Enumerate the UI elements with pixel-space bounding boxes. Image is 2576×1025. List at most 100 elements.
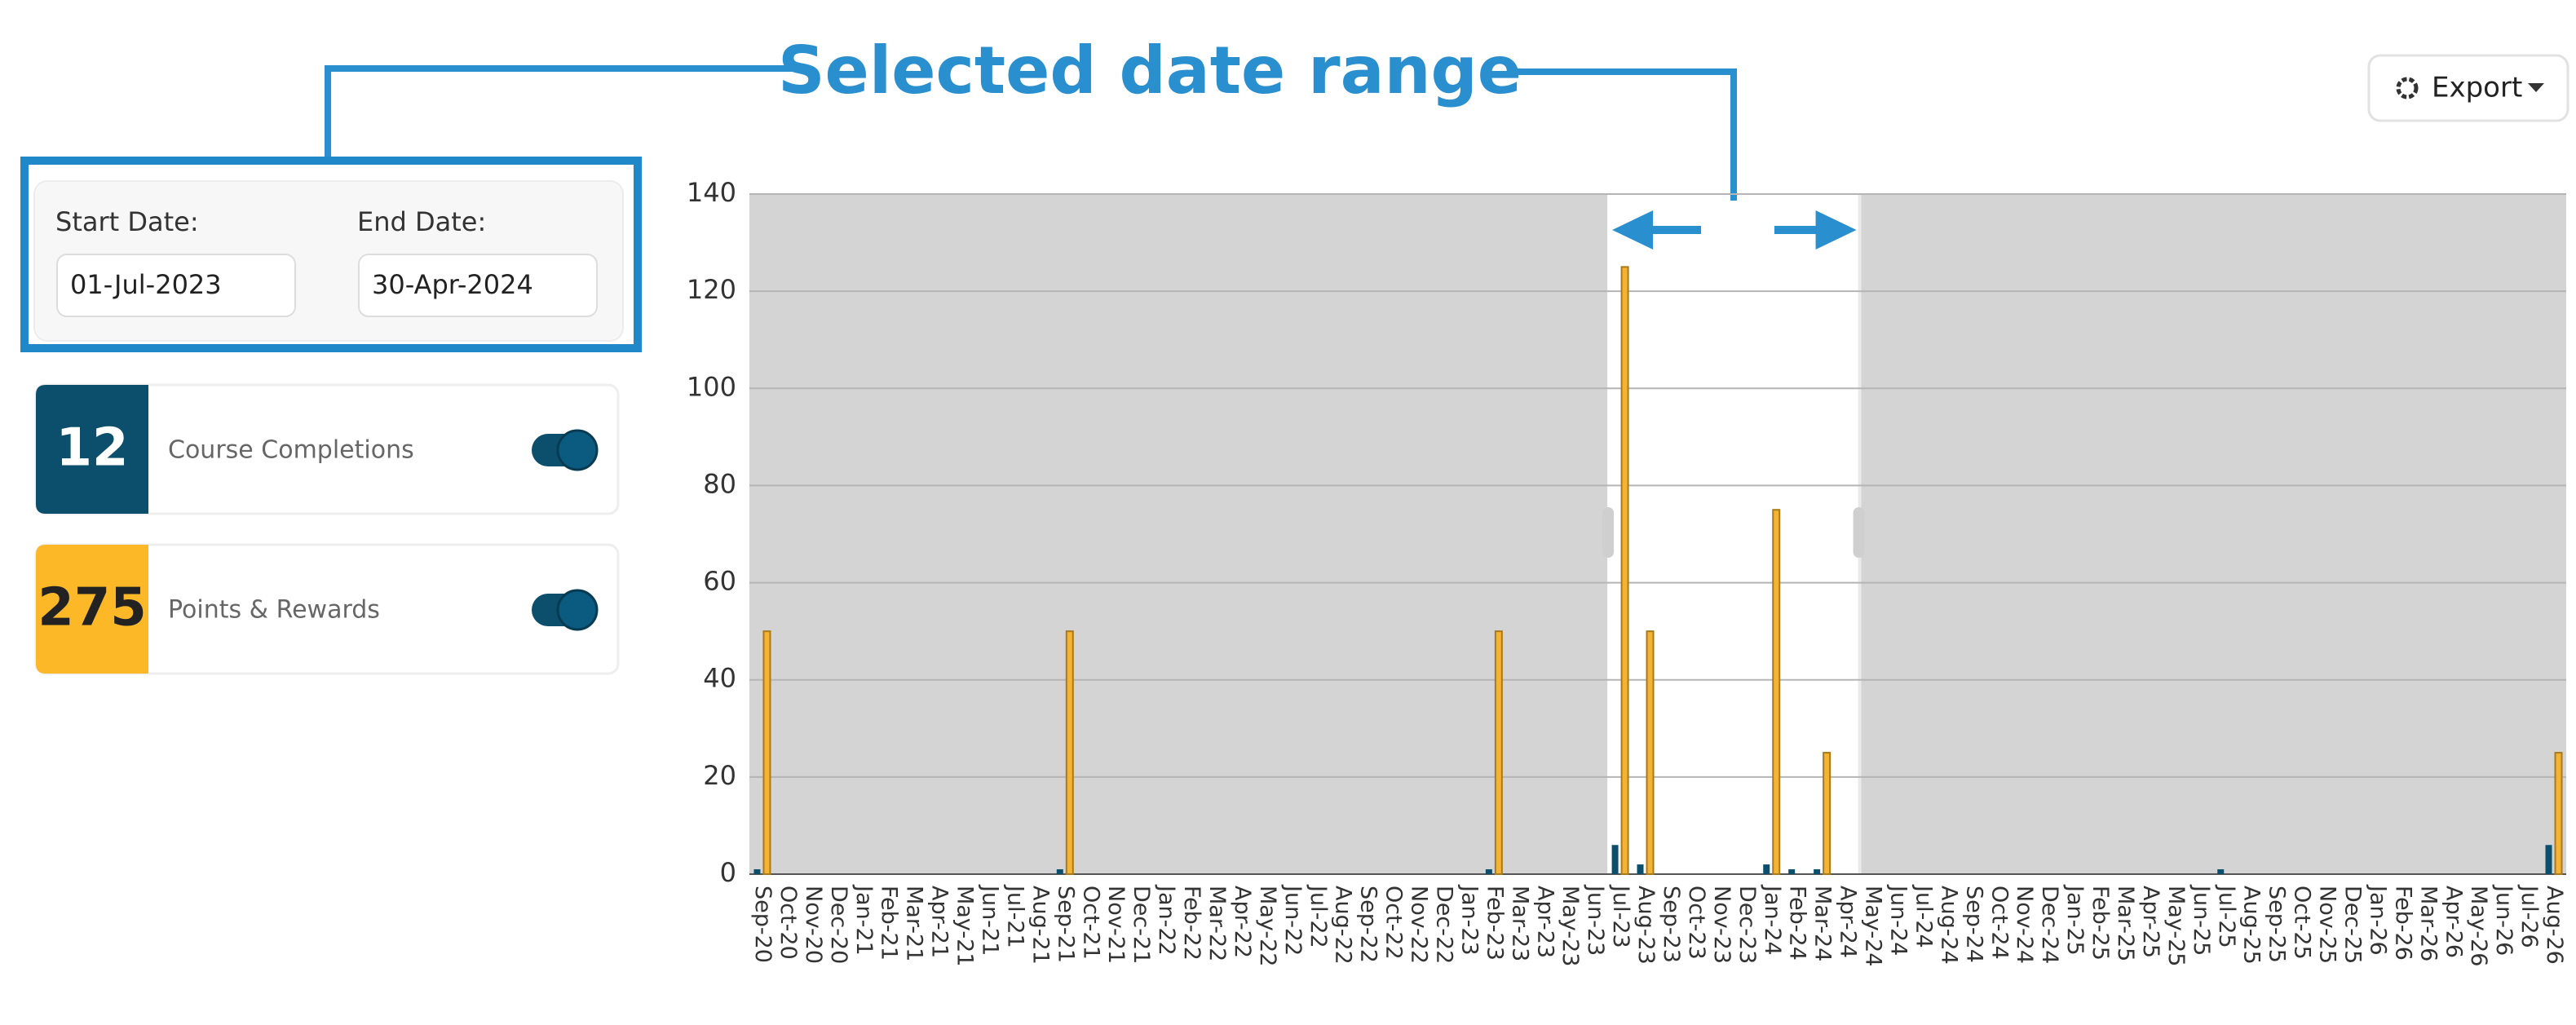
bar: [1788, 869, 1796, 874]
x-tick-label: Jan-25: [2062, 884, 2088, 956]
x-tick-label: Dec-20: [826, 886, 851, 964]
x-tick-label: Apr-21: [927, 886, 952, 958]
export-label: Export: [2432, 72, 2522, 104]
range-handle: [1853, 507, 1865, 558]
x-tick-label: Jul-23: [1608, 884, 1633, 948]
x-tick-label: Nov-20: [801, 886, 826, 964]
y-tick-label: 140: [687, 177, 736, 208]
range-arrow-head: [1612, 210, 1654, 250]
y-tick-label: 20: [703, 760, 736, 791]
x-tick-label: Oct-25: [2290, 886, 2315, 960]
toggle-knob: [556, 429, 599, 471]
x-tick-label: May-22: [1255, 886, 1280, 966]
bar: [2217, 869, 2225, 874]
x-tick-label: Oct-24: [1986, 886, 2012, 960]
bar: [1485, 869, 1492, 874]
x-tick-label: Sep-23: [1659, 886, 1684, 963]
x-tick-label: Aug-26: [2542, 886, 2567, 965]
x-tick-label: Aug-22: [1331, 886, 1356, 965]
bar: [753, 869, 761, 874]
x-tick-label: Jul-26: [2516, 884, 2542, 948]
bar: [762, 630, 771, 876]
unselected-area: [1859, 194, 2566, 874]
x-tick-label: May-25: [2163, 886, 2189, 966]
bar: [2554, 752, 2563, 875]
y-tick-label: 100: [687, 371, 736, 402]
highlight-box: [20, 157, 642, 352]
card-value: 12: [55, 418, 128, 479]
x-tick-label: Jun-23: [1583, 884, 1608, 956]
x-tick-label: Sep-22: [1356, 886, 1381, 963]
x-tick-label: Jan-22: [1154, 884, 1179, 956]
x-tick-label: Mar-25: [2113, 886, 2138, 961]
x-tick-label: Feb-26: [2390, 886, 2415, 961]
x-tick-label: Jan-23: [1456, 884, 1482, 956]
x-tick-label: Aug-25: [2239, 886, 2264, 965]
x-tick-label: Oct-23: [1684, 886, 1709, 960]
x-tick-label: Feb-24: [1785, 886, 1810, 961]
bar: [1065, 630, 1074, 876]
x-tick-label: Mar-23: [1507, 886, 1532, 961]
annotation-text: Selected date range: [778, 33, 1522, 108]
x-tick-label: Jan-24: [1760, 884, 1785, 956]
x-tick-label: Sep-21: [1053, 886, 1078, 963]
x-tick-label: Nov-23: [1709, 886, 1734, 964]
y-tick-label: 80: [703, 468, 736, 499]
bar: [1056, 869, 1063, 874]
x-tick-label: Apr-23: [1532, 886, 1558, 958]
card-badge: [36, 545, 148, 674]
x-tick-label: Feb-23: [1482, 886, 1507, 961]
x-tick-label: Mar-24: [1810, 886, 1836, 961]
x-tick-label: Jun-22: [1280, 884, 1306, 956]
y-tick-label: 40: [703, 663, 736, 694]
card: 275 Points & Rewards: [34, 543, 620, 675]
bar: [1823, 752, 1831, 875]
x-tick-label: Feb-25: [2088, 886, 2113, 961]
bar: [1814, 869, 1821, 874]
x-tick-label: Nov-24: [2012, 886, 2037, 964]
x-tick-label: Feb-21: [877, 886, 902, 961]
card-value: 275: [38, 578, 147, 638]
x-tick-label: Nov-22: [1407, 886, 1432, 964]
x-tick-label: Jul-22: [1306, 884, 1331, 948]
x-tick-label: Mar-26: [2415, 886, 2441, 961]
x-tick-label: Dec-22: [1431, 886, 1456, 964]
card: 12 Course Completions: [34, 383, 620, 515]
x-tick-label: Dec-23: [1734, 886, 1760, 964]
range-handle: [1602, 507, 1615, 558]
export-button[interactable]: Export: [2367, 54, 2569, 122]
x-tick-label: Sep-25: [2264, 886, 2290, 963]
bar: [1494, 630, 1503, 876]
x-tick-label: Jun-24: [1885, 884, 1911, 956]
x-tick-label: May-24: [1861, 886, 1886, 966]
toggle-knob: [556, 589, 599, 631]
x-tick-label: May-21: [952, 886, 978, 966]
x-tick-label: Nov-25: [2315, 886, 2340, 964]
x-tick-label: Feb-22: [1179, 886, 1204, 961]
start-label: Start Date:: [55, 206, 199, 237]
x-tick-label: Apr-26: [2441, 886, 2466, 958]
x-tick-label: Mar-22: [1204, 886, 1230, 961]
x-tick-label: Apr-25: [2138, 886, 2163, 958]
end-input[interactable]: [358, 254, 598, 317]
x-tick-label: Oct-22: [1381, 886, 1407, 960]
range-arrow-head: [1815, 210, 1857, 250]
export-bg: [2367, 54, 2569, 122]
bar: [1620, 266, 1629, 876]
x-tick-label: Jan-26: [2365, 884, 2390, 956]
x-tick-label: Apr-24: [1836, 886, 1861, 958]
x-tick-label: Jun-26: [2491, 884, 2516, 956]
x-tick-label: Jul-24: [1911, 884, 1936, 948]
x-tick-label: Aug-23: [1633, 886, 1659, 965]
bar: [1637, 864, 1644, 874]
end-label: End Date:: [357, 206, 486, 237]
start-input[interactable]: [56, 254, 296, 317]
x-tick-label: Dec-25: [2340, 886, 2365, 964]
x-tick-label: Jul-21: [1002, 884, 1027, 948]
x-tick-label: Jan-21: [851, 884, 877, 956]
annotation-bracket: [325, 65, 1737, 201]
start-value: 01-Jul-2023: [70, 269, 222, 300]
